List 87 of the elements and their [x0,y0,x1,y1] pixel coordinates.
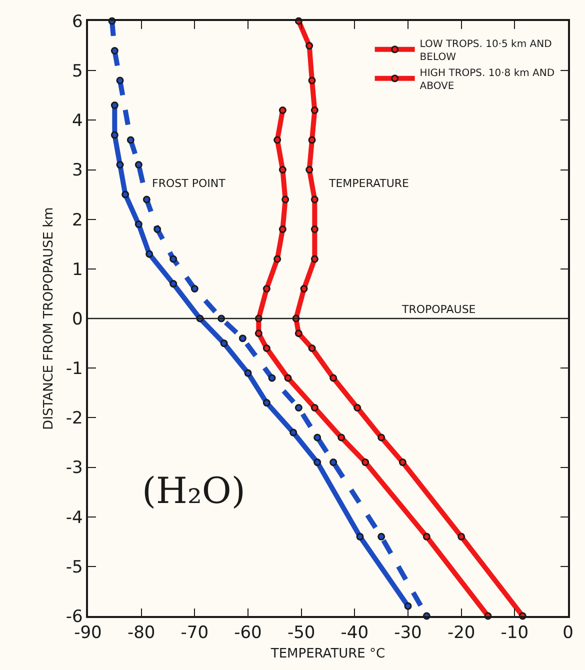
x-tick-label: -70 [180,623,209,644]
point [294,330,302,338]
point [268,374,276,382]
point [262,285,270,292]
point [310,226,318,233]
y-tick-label: 5 [72,62,83,82]
point [254,330,262,338]
x-tick-label: -30 [394,623,422,644]
point [238,334,246,342]
annotation: TEMPERATURE [328,177,410,190]
point [290,428,298,436]
point [294,404,302,412]
point [308,136,316,144]
point [220,340,228,348]
y-axis-title: DISTANCE FROM TROPOPAUSE km [41,207,56,430]
point [314,458,322,466]
point [116,161,124,169]
annotation: FROST POINT [152,177,226,190]
point [306,42,314,50]
point [356,532,364,540]
y-tick-label: 4 [72,111,83,132]
point [330,374,338,382]
y-tick-label: 0 [72,309,83,330]
point [154,226,162,233]
point [354,404,362,412]
point [146,250,154,258]
y-tick-label: -2 [66,408,83,429]
x-tick-label: -20 [447,623,476,644]
x-tick-label: -80 [127,623,156,644]
point [378,434,386,442]
point [300,285,308,292]
point [170,280,178,288]
x-tick-label: -40 [340,623,369,644]
y-tick-label: -4 [66,508,83,528]
point [284,374,292,382]
point [126,136,134,144]
point [404,602,412,610]
point [244,369,252,377]
point [170,255,178,263]
point [308,76,316,84]
y-tick-label: 6 [72,12,83,32]
x-tick-label: -50 [287,623,316,644]
point [398,458,406,466]
point [422,532,430,540]
legend-label: HIGH TROPS. 10·8 km AND ABOVE [420,68,555,92]
point [308,344,316,352]
point [262,344,270,352]
point [116,76,124,84]
point [278,166,286,174]
ref-line-label: TROPOPAUSE [401,303,476,316]
point [310,106,318,114]
point [110,102,118,110]
point [110,131,118,139]
point [314,434,322,442]
y-tick-label: 2 [72,210,83,230]
point [190,285,198,292]
point [362,458,370,466]
point [458,532,466,540]
y-tick-label: 1 [72,260,83,280]
x-axis-title: TEMPERATURE °C [270,646,386,662]
point [338,434,346,442]
point [262,399,270,407]
point [134,161,142,169]
point [310,196,318,204]
point [134,220,142,228]
point [274,136,282,144]
y-tick-label: -5 [66,557,83,578]
x-tick-label: 0 [562,623,574,644]
point [278,226,286,233]
point [278,106,286,114]
point [122,190,130,198]
x-tick-label: -10 [500,623,529,644]
annotation: (H₂O) [142,471,246,512]
point [378,532,386,540]
point [274,255,282,263]
point [330,458,338,466]
point [142,196,150,204]
point [282,196,290,204]
point [310,255,318,263]
point [306,166,314,174]
y-tick-label: -1 [66,359,83,380]
x-tick-label: -60 [234,623,262,644]
y-tick-label: 3 [72,160,83,181]
point [110,47,118,54]
y-tick-label: -3 [66,458,83,478]
legend-label: LOW TROPS. 10·5 km AND BELOW [420,38,552,63]
point [310,404,318,412]
